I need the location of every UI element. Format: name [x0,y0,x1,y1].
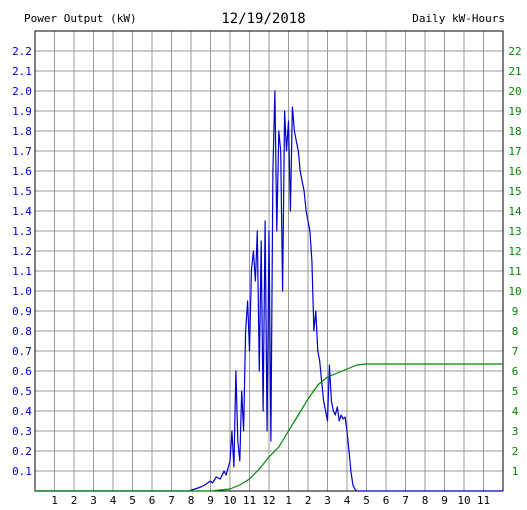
x-tick-label: 3 [324,494,331,507]
x-tick-label: 6 [383,494,390,507]
y2-tick-label: 9 [512,305,519,318]
x-tick-label: 9 [441,494,448,507]
x-tick-label: 4 [344,494,351,507]
y-tick-label: 1.8 [12,125,32,138]
y-axis-label: Power Output (kW) [24,12,137,25]
x-tick-label: 11 [243,494,256,507]
x-tick-label: 5 [129,494,136,507]
y-tick-label: 2.0 [12,85,32,98]
y2-tick-label: 10 [508,285,521,298]
y-tick-label: 0.2 [12,445,32,458]
y-tick-label: 1.5 [12,185,32,198]
y2-tick-label: 17 [508,145,521,158]
y-tick-label: 1.4 [12,205,32,218]
y-tick-label: 1.1 [12,265,32,278]
y-tick-label: 0.7 [12,345,32,358]
y-tick-label: 0.1 [12,465,32,478]
x-tick-label: 10 [223,494,236,507]
y2-tick-label: 14 [508,205,522,218]
y-tick-label: 1.3 [12,225,32,238]
y2-tick-label: 13 [508,225,521,238]
y-tick-label: 0.8 [12,325,32,338]
y-tick-label: 0.3 [12,425,32,438]
y2-tick-label: 12 [508,245,521,258]
y2-tick-label: 7 [512,345,519,358]
x-tick-label: 2 [71,494,78,507]
y-tick-label: 1.0 [12,285,32,298]
y2-tick-label: 22 [508,45,521,58]
y-tick-label: 1.9 [12,105,32,118]
y2-tick-label: 11 [508,265,521,278]
y2-tick-label: 15 [508,185,521,198]
power-output-series-line [35,90,503,492]
y2-tick-label: 6 [512,365,519,378]
y2-tick-label: 3 [512,425,519,438]
y2-tick-label: 21 [508,65,521,78]
x-tick-label: 9 [207,494,214,507]
y2-tick-label: 4 [512,405,519,418]
x-tick-label: 11 [477,494,490,507]
x-tick-label: 2 [305,494,312,507]
y-tick-label: 2.2 [12,45,32,58]
x-tick-label: 6 [149,494,156,507]
x-tick-label: 1 [285,494,292,507]
x-tick-label: 4 [110,494,117,507]
y2-tick-label: 8 [512,325,519,338]
y2-tick-label: 1 [512,465,519,478]
x-tick-label: 5 [363,494,370,507]
chart-title: 12/19/2018 [221,11,306,27]
y2-tick-label: 18 [508,125,521,138]
x-tick-label: 7 [402,494,409,507]
y-tick-label: 1.2 [12,245,32,258]
y-tick-label: 0.9 [12,305,32,318]
x-tick-label: 12 [262,494,275,507]
x-tick-label: 8 [422,494,429,507]
x-tick-label: 3 [90,494,97,507]
y-tick-label: 1.6 [12,165,32,178]
y2-tick-label: 20 [508,85,521,98]
y2-tick-label: 5 [512,385,519,398]
y-tick-label: 0.4 [12,405,32,418]
y2-tick-label: 19 [508,105,521,118]
y-tick-label: 1.7 [12,145,32,158]
x-tick-label: 7 [168,494,175,507]
x-tick-label: 8 [188,494,195,507]
x-tick-label: 10 [457,494,470,507]
plot-border [34,30,504,492]
y-tick-label: 0.6 [12,365,32,378]
daily-kwh-series-line [35,363,503,492]
y-tick-label: 0.5 [12,385,32,398]
y-tick-label: 2.1 [12,65,32,78]
y2-axis-label: Daily kW-Hours [412,12,505,25]
y2-tick-label: 2 [512,445,519,458]
y2-tick-label: 16 [508,165,521,178]
x-tick-label: 1 [51,494,58,507]
